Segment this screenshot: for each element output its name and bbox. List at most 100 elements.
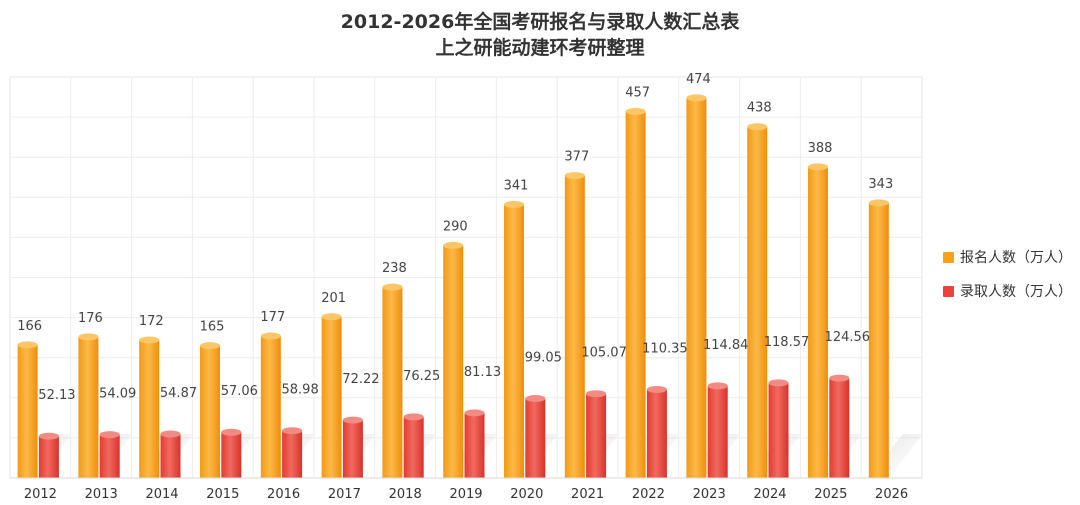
- bar-admitted-2023-cap: [707, 382, 728, 390]
- bar-admitted-2021-cap: [586, 390, 607, 398]
- bar-applicants-2016-cap: [260, 332, 281, 340]
- legend: 报名人数（万人） 录取人数（万人）: [943, 240, 1072, 308]
- bar-applicants-2023-body: [686, 97, 707, 479]
- bar-applicants-2012-cap: [17, 341, 38, 349]
- bar-admitted-2012-body: [38, 436, 59, 478]
- bar-admitted-2021: [586, 390, 607, 478]
- x-tick-label: 2017: [328, 487, 361, 502]
- legend-label-applicants: 报名人数（万人）: [960, 250, 1072, 266]
- x-tick-label: 2020: [510, 487, 543, 502]
- x-tick-label: 2013: [85, 487, 118, 502]
- x-tick-label: 2012: [24, 487, 57, 502]
- bar-applicants-2025-body: [808, 166, 829, 478]
- bar-applicants-2017: [321, 313, 342, 478]
- bar-admitted-2014-cap: [160, 430, 181, 438]
- bar-applicants-2020: [504, 201, 525, 478]
- x-tick-label: 2023: [693, 487, 726, 502]
- bar-applicants-2017-body: [321, 316, 342, 478]
- data-label-admitted: 72.22: [342, 372, 379, 387]
- bar-applicants-2023: [686, 94, 707, 479]
- x-tick-label: 2019: [449, 487, 482, 502]
- bar-applicants-2017-cap: [321, 313, 342, 321]
- bar-applicants-2026-cap: [868, 199, 889, 207]
- bar-applicants-2021-cap: [564, 172, 585, 180]
- data-label-admitted: 105.07: [581, 346, 627, 361]
- bar-applicants-2025-cap: [808, 163, 829, 171]
- bar-applicants-2013: [78, 333, 99, 478]
- bar-admitted-2018-body: [403, 416, 424, 478]
- bar-admitted-2020-body: [525, 398, 546, 478]
- bar-applicants-2016: [260, 332, 281, 478]
- bar-applicants-2026: [868, 199, 889, 478]
- bar-admitted-2017-body: [342, 420, 363, 478]
- data-label-applicants: 457: [625, 85, 650, 100]
- bar-admitted-2015-cap: [221, 428, 242, 436]
- bar-admitted-2019-cap: [464, 409, 485, 417]
- bar-admitted-2012: [38, 432, 59, 478]
- data-label-applicants: 166: [17, 319, 42, 334]
- data-label-applicants: 176: [78, 311, 103, 326]
- data-label-admitted: 124.56: [825, 330, 871, 345]
- bar-admitted-2013-cap: [99, 431, 120, 439]
- bar-admitted-2014: [160, 430, 181, 478]
- bar-applicants-2013-cap: [78, 333, 99, 341]
- bar-admitted-2018-cap: [403, 413, 424, 421]
- data-label-applicants: 201: [321, 291, 346, 306]
- legend-item-admitted: 录取人数（万人）: [943, 274, 1072, 308]
- bar-admitted-2023: [707, 382, 728, 478]
- bar-admitted-2022-body: [646, 389, 667, 478]
- bar-applicants-2022-cap: [625, 107, 646, 115]
- bar-applicants-2025: [808, 163, 829, 478]
- bar-applicants-2016-body: [260, 336, 281, 478]
- bar-applicants-2024-cap: [747, 123, 768, 131]
- data-label-applicants: 343: [868, 177, 893, 192]
- bar-applicants-2018-cap: [382, 283, 403, 291]
- data-label-admitted: 54.09: [99, 387, 136, 402]
- bar-admitted-2023-body: [707, 385, 728, 478]
- bar-admitted-2019: [464, 409, 485, 478]
- bar-applicants-2018: [382, 283, 403, 478]
- bar-admitted-2022-cap: [646, 385, 667, 393]
- data-label-applicants: 165: [200, 320, 225, 335]
- data-label-admitted: 114.84: [703, 338, 749, 353]
- chart-title: 2012-2026年全国考研报名与录取人数汇总表: [340, 11, 740, 33]
- legend-swatch-orange: [943, 251, 954, 263]
- data-label-admitted: 81.13: [464, 365, 501, 380]
- x-tick-label: 2018: [389, 487, 422, 502]
- data-label-applicants: 290: [443, 219, 468, 234]
- bar-applicants-2020-body: [504, 204, 525, 478]
- bar-admitted-2015: [221, 428, 242, 478]
- data-label-applicants: 438: [747, 101, 772, 116]
- bar-applicants-2014: [139, 336, 160, 478]
- data-label-admitted: 76.25: [403, 369, 440, 384]
- data-label-applicants: 474: [686, 72, 711, 87]
- bar-applicants-2020-cap: [504, 201, 525, 209]
- data-label-applicants: 341: [504, 179, 529, 194]
- bar-admitted-2025-body: [829, 378, 850, 478]
- data-label-admitted: 52.13: [38, 388, 75, 403]
- bar-admitted-2025: [829, 374, 850, 478]
- x-tick-label: 2014: [145, 487, 178, 502]
- bar-admitted-2016-body: [282, 430, 303, 478]
- bar-admitted-2016-cap: [282, 427, 303, 435]
- bar-applicants-2023-cap: [686, 94, 707, 102]
- bar-admitted-2013-body: [99, 434, 120, 478]
- bar-applicants-2021-body: [564, 175, 585, 478]
- x-tick-label: 2022: [632, 487, 665, 502]
- bar-applicants-2022: [625, 107, 646, 479]
- bar-applicants-2012-body: [17, 344, 38, 478]
- bar-admitted-2017-cap: [342, 416, 363, 424]
- bar-admitted-2016: [282, 427, 303, 478]
- bar-applicants-2014-body: [139, 340, 160, 478]
- data-label-admitted: 57.06: [221, 384, 258, 399]
- bar-applicants-2019-body: [443, 245, 464, 478]
- bar-admitted-2024-cap: [768, 379, 789, 387]
- x-tick-label: 2016: [267, 487, 300, 502]
- bar-admitted-2019-body: [464, 412, 485, 478]
- legend-swatch-red: [943, 285, 954, 297]
- data-label-admitted: 118.57: [764, 335, 810, 350]
- data-label-applicants: 177: [260, 310, 285, 325]
- data-label-admitted: 54.87: [160, 386, 197, 401]
- bar-admitted-2021-body: [586, 393, 607, 478]
